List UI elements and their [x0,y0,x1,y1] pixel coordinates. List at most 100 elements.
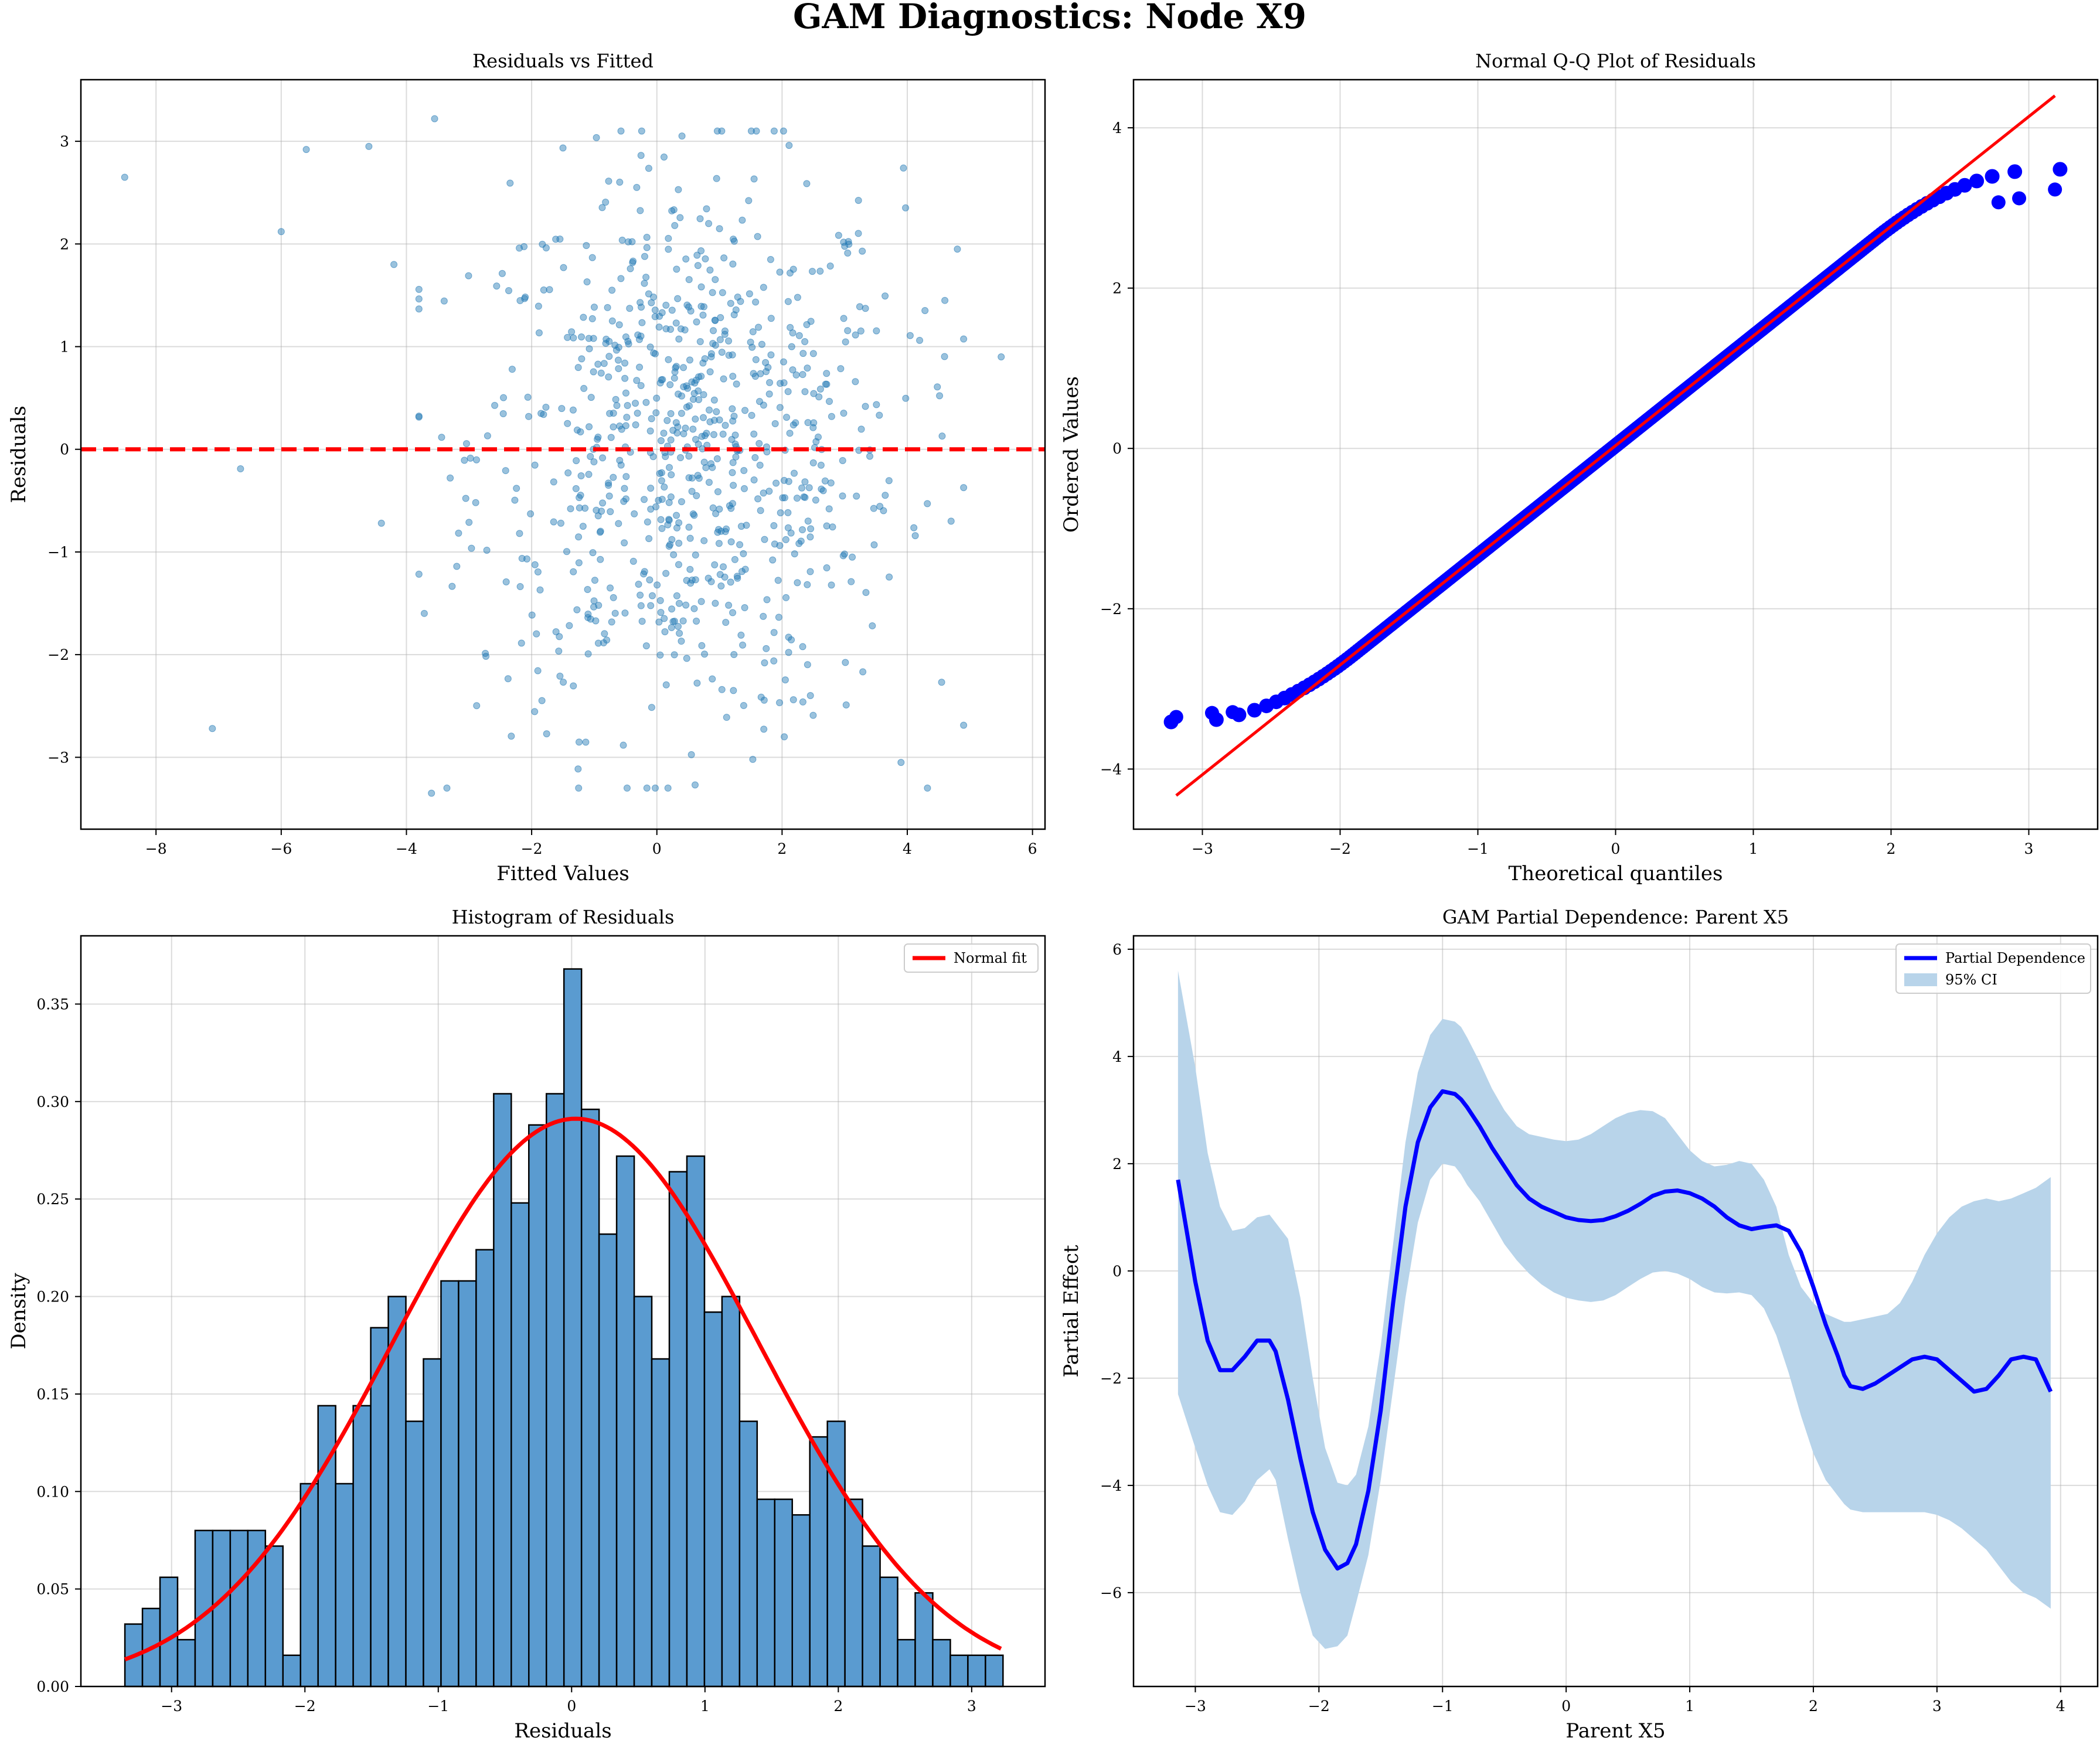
histogram-bar [440,1280,460,1688]
residual-point [809,350,817,357]
residual-point [624,338,632,345]
residual-point [415,413,423,421]
x-tick-label: −2 [1329,840,1351,857]
residual-point [622,389,629,397]
residual-point [664,784,672,792]
residual-point [760,284,767,291]
residual-point [555,648,563,655]
residual-point [732,453,740,461]
residual-point [616,456,624,464]
residual-point [610,594,617,601]
y-tick-label: 0.25 [36,1191,69,1208]
residual-point [712,599,719,607]
residual-point [621,609,629,617]
residual-point [791,469,798,477]
residual-point [766,379,774,386]
residual-point [576,738,583,746]
residual-point [643,244,651,251]
residual-point [695,387,702,395]
residual-point [665,543,673,550]
residual-point [675,519,683,527]
residual-point [462,440,470,448]
residual-point [443,784,451,792]
residual-point [484,432,491,439]
residual-point [661,615,668,622]
residual-point [604,304,611,311]
residual-point [776,699,784,707]
y-tick-label: 0.35 [36,996,69,1013]
residual-point [585,471,593,478]
residual-point [491,401,499,409]
residual-point [700,303,707,311]
residual-point [611,342,619,349]
residual-point [672,419,680,427]
residual-point [662,325,670,333]
residual-point [575,784,583,792]
residual-point [483,546,491,554]
residual-point [716,225,723,233]
residual-point [807,318,815,325]
residual-point [680,430,687,438]
residual-point [804,661,811,669]
residual-point [760,696,768,704]
residual-point [720,563,727,571]
residual-point [710,396,718,404]
residual-point [712,276,719,284]
residual-point [602,199,610,206]
residual-point [688,378,696,386]
normal-fit-curve [124,1116,1002,1662]
residual-point [840,238,848,246]
y-tick-label: 0.05 [36,1581,69,1598]
residual-point [651,306,659,314]
residual-point [540,286,547,294]
residual-point [678,498,685,506]
residual-point [667,493,675,501]
axes-frame: −3 −2 −1 0 1 2 3 −4 −2 0 2 4 Normal Q-Q Plot of Resi… [1060,50,2099,885]
y-tick-label: −2 [1100,1370,1122,1387]
residual-point [816,386,824,393]
residual-point [686,565,694,573]
residual-point [473,702,481,710]
residual-point [621,539,628,547]
residual-point [686,356,693,364]
residual-point [612,396,620,403]
histogram-bar [615,1155,635,1688]
residual-point [710,417,718,424]
residual-point [719,289,726,297]
residual-point [575,533,583,541]
residual-point [656,312,663,320]
histogram-bar [598,1233,618,1688]
residual-point [534,568,542,576]
residual-point [584,586,591,594]
residual-point [699,414,707,421]
residual-point [683,577,690,584]
residual-point [564,420,571,427]
residual-point [643,784,651,792]
legend: Normal fit [904,943,1039,973]
residual-point [685,452,693,460]
residual-point [754,233,761,240]
histogram-bar [580,1108,600,1688]
residual-point [815,433,822,441]
residual-point [621,359,629,367]
residual-point [941,297,949,304]
figure-title: GAM Diagnostics: Node X9 [793,0,1306,36]
residual-point [632,400,639,407]
residual-point [740,467,748,475]
residual-point [938,679,945,686]
residual-point [823,564,831,572]
residual-point [855,196,862,204]
residual-point [535,329,543,336]
residual-point [642,642,650,650]
residual-point [472,499,479,506]
residual-point [508,732,515,740]
residual-point [638,319,646,326]
residual-point [906,332,914,339]
residual-point [669,618,677,625]
residual-point [641,280,648,287]
residual-point [749,755,757,763]
residual-point [839,492,846,500]
residual-point [603,636,611,644]
residual-point [525,413,533,420]
residual-point [707,353,715,360]
